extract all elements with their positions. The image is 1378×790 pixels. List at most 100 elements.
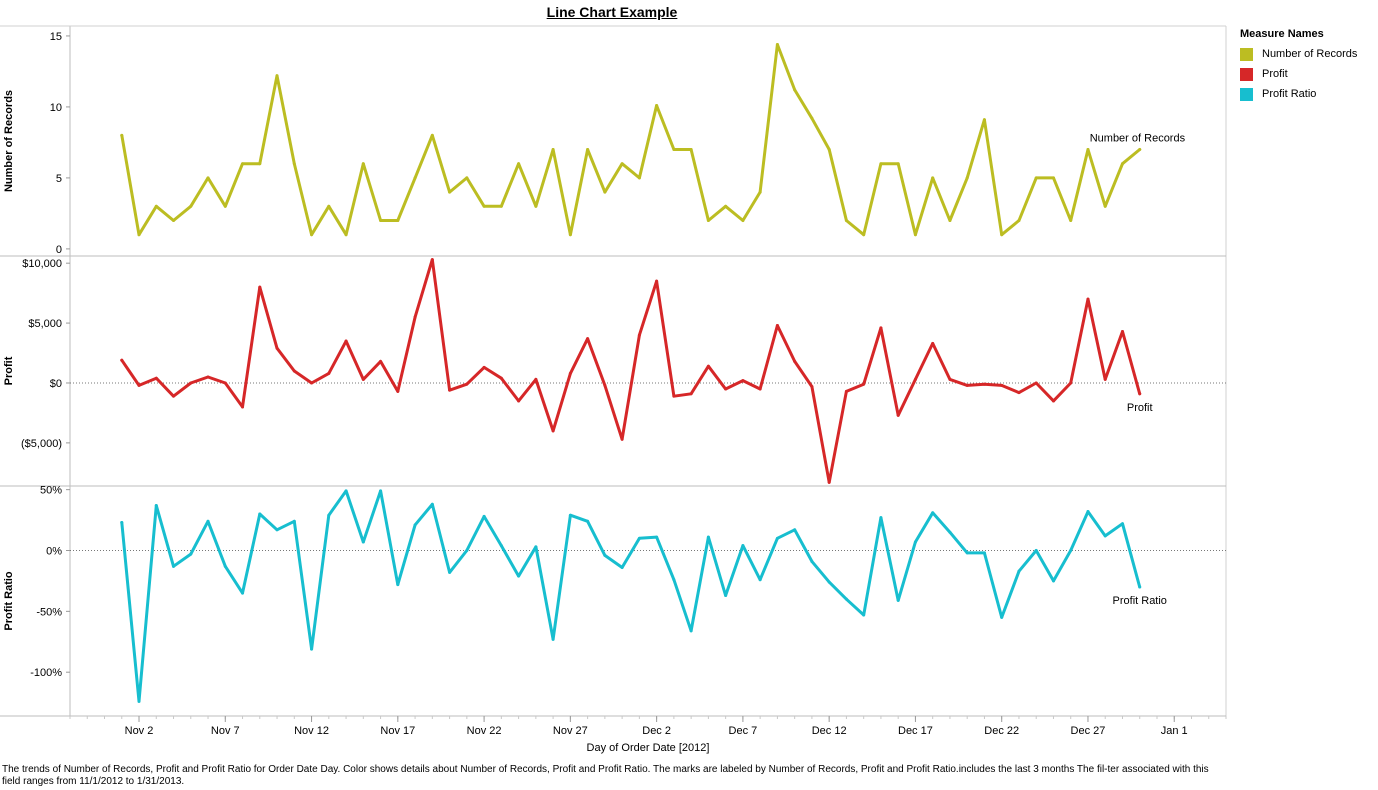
data-point-number-of-records <box>499 204 503 208</box>
data-point-profit-ratio <box>706 535 710 539</box>
data-point-profit-ratio <box>1034 548 1038 552</box>
data-point-number-of-records <box>1034 176 1038 180</box>
data-point-profit <box>913 377 917 381</box>
data-point-profit <box>1034 381 1038 385</box>
data-point-number-of-records <box>758 190 762 194</box>
y-tick-label-profit: $5,000 <box>28 318 62 330</box>
data-point-profit-ratio <box>448 570 452 574</box>
legend-swatch-profit <box>1240 67 1253 81</box>
data-point-profit <box>1103 377 1107 381</box>
data-point-number-of-records <box>1017 219 1021 223</box>
data-point-profit-ratio <box>689 629 693 633</box>
data-point-profit <box>275 346 279 350</box>
y-axis-title-number-of-records: Number of Records <box>3 90 15 192</box>
x-tick-label: Nov 7 <box>211 725 240 737</box>
data-point-profit <box>931 341 935 345</box>
data-point-profit <box>206 375 210 379</box>
data-point-profit-ratio <box>241 591 245 595</box>
x-axis-title: Day of Order Date [2012] <box>587 742 710 754</box>
data-point-profit-ratio <box>637 536 641 540</box>
data-point-profit-ratio <box>120 521 124 525</box>
data-point-profit <box>603 383 607 387</box>
data-point-profit <box>396 389 400 393</box>
data-point-profit <box>982 382 986 386</box>
data-point-profit <box>482 365 486 369</box>
data-point-profit <box>724 387 728 391</box>
y-tick-label-profit: ($5,000) <box>21 438 62 450</box>
legend-item-profit[interactable]: Profit <box>1240 64 1357 84</box>
data-point-profit-ratio <box>896 598 900 602</box>
data-point-profit-ratio <box>1120 522 1124 526</box>
x-tick-label: Nov 2 <box>125 725 154 737</box>
y-tick-label-number-of-records: 15 <box>50 31 62 43</box>
data-point-profit-ratio <box>1103 534 1107 538</box>
data-point-number-of-records <box>879 162 883 166</box>
data-point-number-of-records <box>913 233 917 237</box>
data-point-profit-ratio <box>379 489 383 493</box>
data-point-number-of-records <box>637 176 641 180</box>
data-point-profit <box>413 315 417 319</box>
data-point-profit <box>534 377 538 381</box>
data-point-number-of-records <box>603 190 607 194</box>
data-point-profit-ratio <box>1000 615 1004 619</box>
data-point-profit-ratio <box>154 503 158 507</box>
x-tick-label: Jan 1 <box>1161 725 1188 737</box>
data-point-number-of-records <box>706 219 710 223</box>
data-point-number-of-records <box>396 219 400 223</box>
series-line-profit-ratio <box>120 489 1142 703</box>
data-point-profit <box>948 377 952 381</box>
x-tick-label: Dec 27 <box>1071 725 1106 737</box>
data-point-number-of-records <box>689 148 693 152</box>
data-point-number-of-records <box>793 88 797 92</box>
y-axis-title-profit-ratio: Profit Ratio <box>3 571 15 631</box>
legend-item-profit-ratio[interactable]: Profit Ratio <box>1240 84 1357 104</box>
data-point-profit <box>430 258 434 262</box>
legend-item-number-of-records[interactable]: Number of Records <box>1240 44 1357 64</box>
data-point-number-of-records <box>189 204 193 208</box>
data-point-profit-ratio <box>327 513 331 517</box>
y-tick-label-profit-ratio: -100% <box>30 667 62 679</box>
data-point-number-of-records <box>620 162 624 166</box>
data-point-number-of-records <box>361 162 365 166</box>
data-point-profit-ratio <box>827 580 831 584</box>
data-point-number-of-records <box>568 233 572 237</box>
legend-label-profit-ratio: Profit Ratio <box>1262 88 1317 100</box>
data-point-profit-ratio <box>741 544 745 548</box>
data-point-profit-ratio <box>1051 579 1055 583</box>
data-point-profit <box>172 394 176 398</box>
data-point-number-of-records <box>241 162 245 166</box>
data-point-profit-ratio <box>413 523 417 527</box>
data-point-number-of-records <box>775 42 779 46</box>
data-point-profit-ratio <box>672 578 676 582</box>
data-point-number-of-records <box>965 176 969 180</box>
data-point-profit-ratio <box>1017 569 1021 573</box>
x-tick-label: Nov 17 <box>380 725 415 737</box>
legend-swatch-number-of-records <box>1240 47 1253 61</box>
legend-label-profit: Profit <box>1262 68 1288 80</box>
data-point-profit <box>517 399 521 403</box>
data-point-profit <box>1138 392 1142 396</box>
data-point-profit <box>1086 297 1090 301</box>
legend-label-number-of-records: Number of Records <box>1262 48 1358 60</box>
data-point-profit-ratio <box>1138 585 1142 589</box>
data-point-profit <box>327 371 331 375</box>
data-point-profit-ratio <box>137 699 141 703</box>
data-point-profit <box>879 326 883 330</box>
series-end-label-number-of-records: Number of Records <box>1090 133 1186 145</box>
series-line-profit <box>120 258 1142 484</box>
x-tick-label: Dec 12 <box>812 725 847 737</box>
data-point-number-of-records <box>862 233 866 237</box>
data-point-profit <box>758 387 762 391</box>
data-point-profit <box>499 376 503 380</box>
data-point-profit <box>827 480 831 484</box>
data-point-profit-ratio <box>948 530 952 534</box>
data-point-profit <box>465 382 469 386</box>
legend-title: Measure Names <box>1240 28 1324 40</box>
data-point-number-of-records <box>810 116 814 120</box>
data-point-number-of-records <box>344 233 348 237</box>
data-point-number-of-records <box>275 74 279 78</box>
data-point-profit-ratio <box>275 528 279 532</box>
data-point-profit <box>344 339 348 343</box>
x-tick-label: Dec 22 <box>984 725 1019 737</box>
data-point-profit-ratio <box>465 548 469 552</box>
